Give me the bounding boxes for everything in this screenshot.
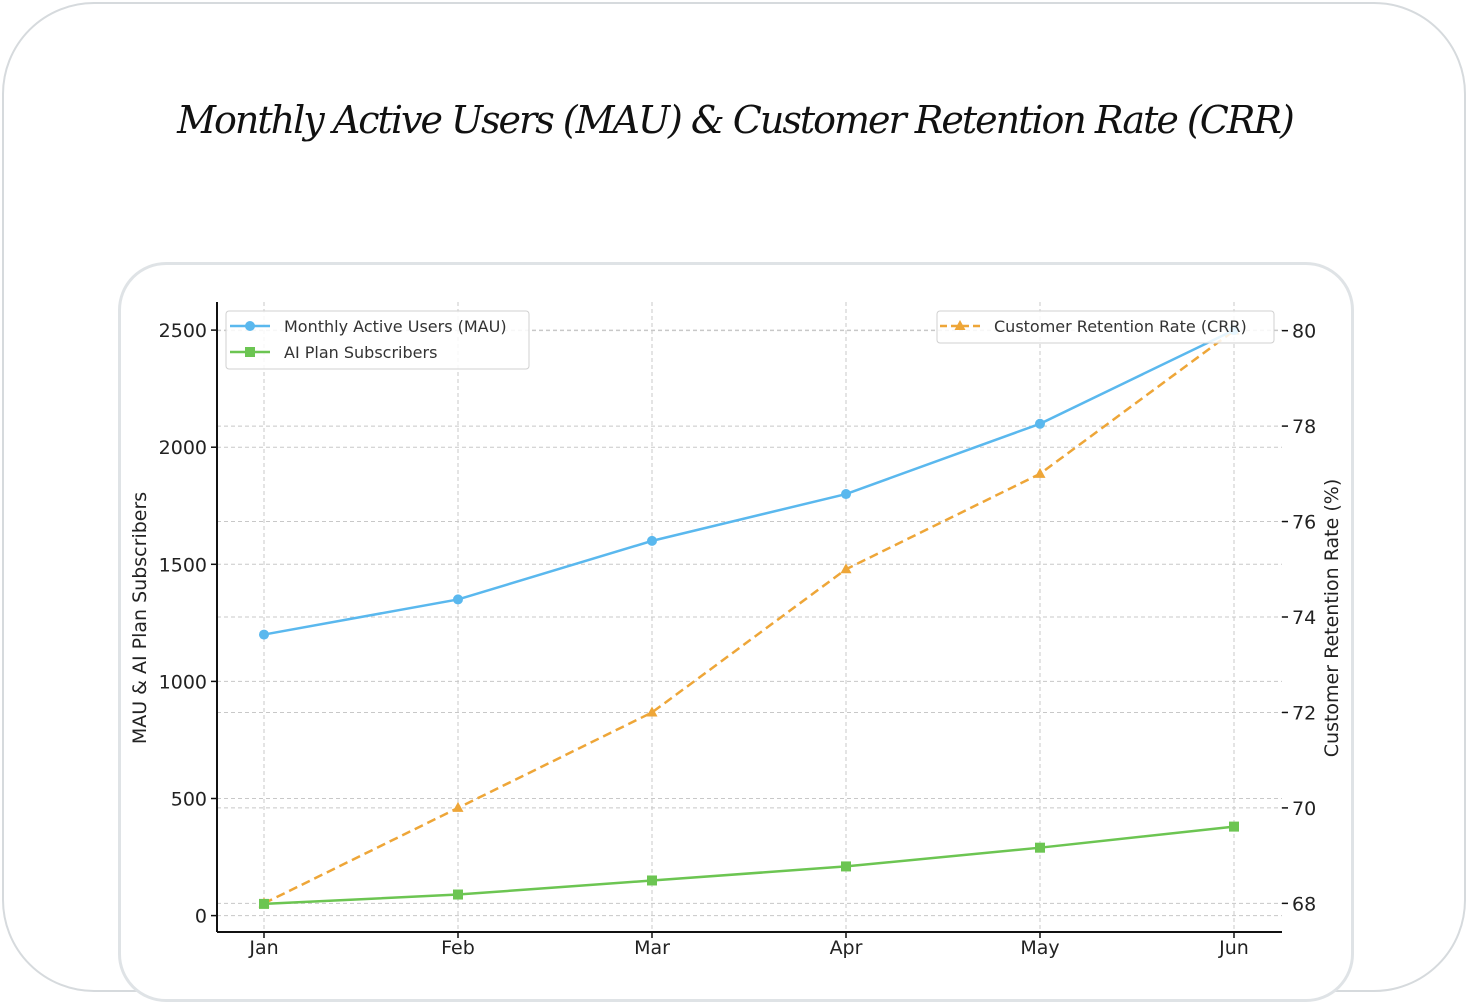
y2-tick-label: 74 [1292, 607, 1316, 629]
data-point [1035, 842, 1045, 853]
data-point [1034, 467, 1046, 478]
y2-tick-label: 70 [1292, 798, 1316, 820]
data-point [453, 889, 463, 900]
data-point [647, 535, 657, 546]
data-point [259, 898, 269, 909]
legend-label: Customer Retention Rate (CRR) [994, 317, 1247, 336]
series [258, 324, 1240, 909]
y2-tick-label: 76 [1292, 512, 1316, 534]
y2-tick-label: 68 [1292, 893, 1316, 915]
data-point [841, 489, 851, 500]
data-point [259, 629, 269, 640]
x-tick-label: May [1020, 937, 1059, 959]
legend-right: Customer Retention Rate (CRR) [936, 310, 1275, 344]
legend-entry: Customer Retention Rate (CRR) [940, 317, 1247, 336]
y2-axis-label: Customer Retention Rate (%) [1321, 479, 1343, 757]
x-tick-label: Jun [1218, 937, 1249, 959]
y2-tick-label: 78 [1292, 416, 1316, 438]
legend-marker [245, 347, 255, 357]
y-tick-label: 2000 [159, 437, 207, 459]
data-point [1035, 418, 1045, 429]
legend-label: AI Plan Subscribers [284, 343, 437, 362]
legend-entry: AI Plan Subscribers [230, 343, 437, 362]
data-point [840, 563, 852, 574]
y-tick-label: 1500 [159, 554, 207, 576]
ticks: Jan Feb Mar Apr May Jun 0 500 1000 1500 2000 2500 68… [159, 320, 1317, 959]
y-tick-label: 2500 [159, 320, 207, 342]
legend-marker [954, 320, 966, 330]
series-customer-retention-rate-crr [258, 324, 1240, 908]
chart-title: Monthly Active Users (MAU) & Customer Re… [177, 98, 1295, 142]
data-point [453, 594, 463, 605]
axes [216, 302, 1282, 933]
series-line [263, 825, 1235, 906]
x-tick-label: Feb [441, 937, 475, 959]
legend-entry: Monthly Active Users (MAU) [230, 317, 507, 336]
series-monthly-active-users-mau [259, 325, 1239, 640]
legend-marker [245, 321, 255, 331]
y2-tick-label: 80 [1292, 321, 1316, 343]
x-tick-label: Mar [634, 937, 670, 959]
data-point [1229, 821, 1239, 832]
data-point [452, 801, 464, 812]
legend-label: Monthly Active Users (MAU) [284, 317, 507, 336]
x-tick-label: Jan [248, 937, 278, 959]
series-line [263, 328, 1235, 636]
chart-svg: Jan Feb Mar Apr May Jun 0 500 1000 1500 2000 2500 68… [129, 302, 1343, 959]
data-point [646, 706, 658, 717]
series-ai-plan-subscribers [259, 821, 1239, 909]
y-axis-label: MAU & AI Plan Subscribers [129, 492, 151, 744]
data-point [647, 875, 657, 886]
legend-left: Monthly Active Users (MAU) AI Plan Subscr… [225, 310, 530, 370]
data-point [841, 861, 851, 872]
x-tick-label: Apr [830, 937, 863, 959]
y2-tick-label: 72 [1292, 702, 1316, 724]
y-tick-label: 0 [195, 906, 207, 928]
series-line [263, 329, 1235, 905]
y-tick-label: 1000 [159, 671, 207, 693]
y-tick-label: 500 [171, 789, 207, 811]
